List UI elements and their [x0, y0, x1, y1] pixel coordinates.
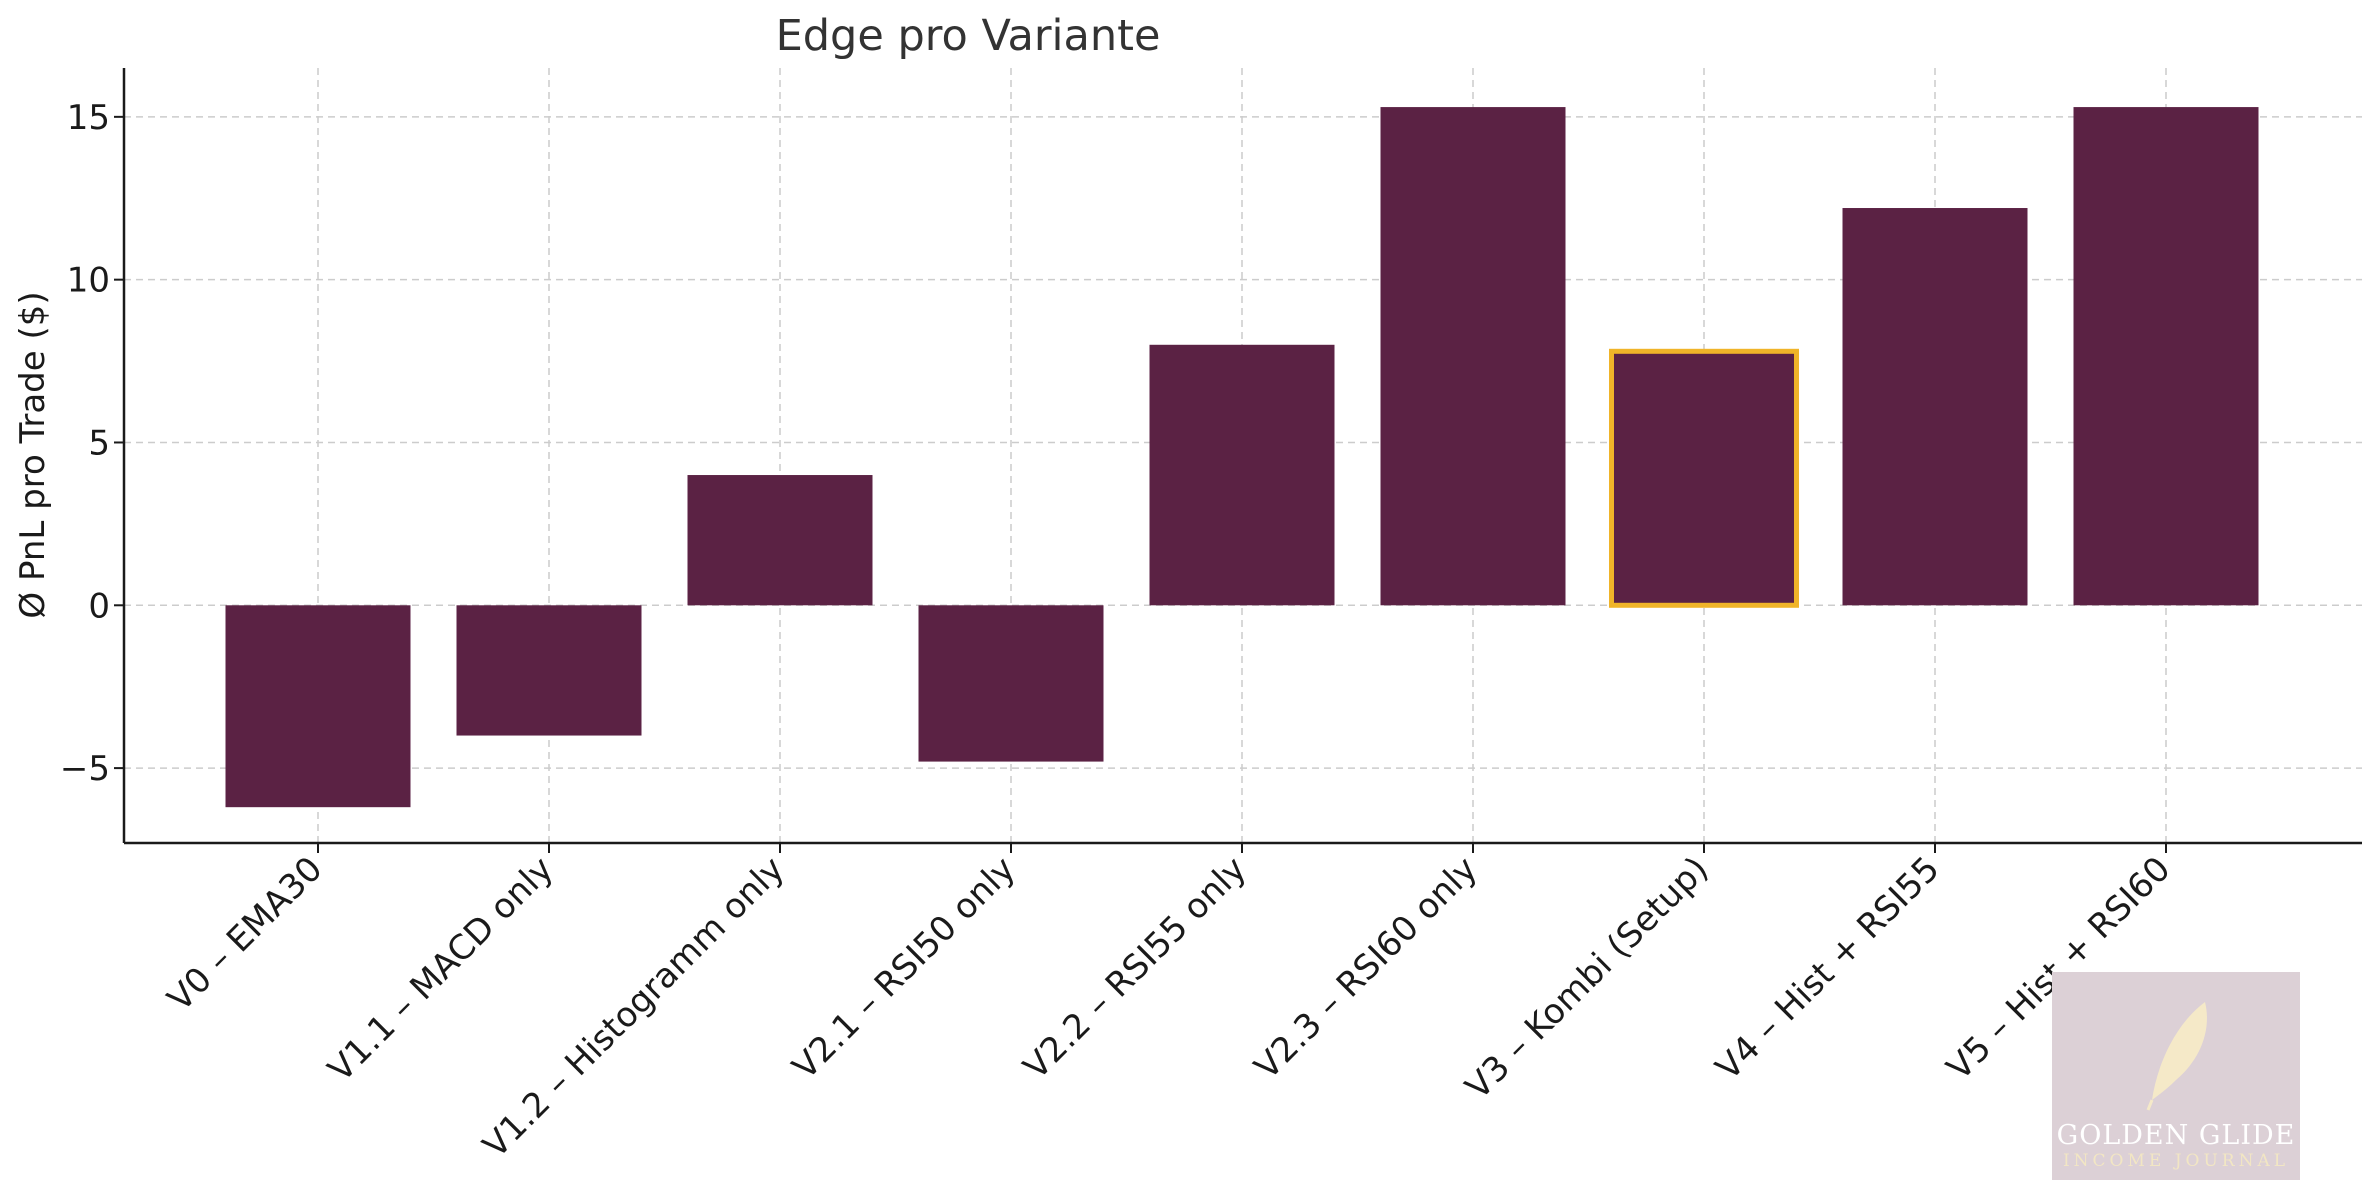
feather-icon	[2146, 1002, 2207, 1111]
bar	[225, 605, 411, 808]
bar	[456, 605, 642, 736]
bar	[1842, 208, 2028, 606]
bars	[225, 107, 2259, 808]
x-tick-label: V2.2 – RSI55 only	[1016, 849, 1254, 1087]
x-tick-label: V0 – EMA30	[160, 849, 330, 1019]
y-tick-label: 0	[88, 586, 110, 626]
bar	[2073, 107, 2259, 606]
watermark-subtitle: INCOME JOURNAL	[2063, 1151, 2289, 1171]
bar	[918, 605, 1104, 762]
y-tick-label: 15	[67, 98, 110, 138]
x-tick-label: V3 – Kombi (Setup)	[1458, 849, 1716, 1107]
x-tick-label: V1.1 – MACD only	[321, 849, 562, 1090]
y-tick-label: 10	[67, 261, 110, 301]
watermark-logo: GOLDEN GLIDE INCOME JOURNAL	[2052, 972, 2300, 1180]
bar	[687, 475, 873, 606]
x-tick-label: V2.1 – RSI50 only	[785, 849, 1023, 1087]
y-tick-label: −5	[60, 749, 110, 789]
bar	[1149, 344, 1335, 606]
x-tick-label: V2.3 – RSI60 only	[1247, 849, 1485, 1087]
watermark-name: GOLDEN GLIDE	[2057, 1120, 2296, 1151]
y-tick-label: 5	[88, 423, 110, 463]
y-axis-label: Ø PnL pro Trade ($)	[13, 291, 53, 618]
x-tick-label: V4 – Hist + RSI55	[1708, 849, 1947, 1088]
bar	[1380, 107, 1566, 606]
bar-highlighted	[1609, 348, 1799, 608]
chart-title: Edge pro Variante	[776, 11, 1161, 61]
